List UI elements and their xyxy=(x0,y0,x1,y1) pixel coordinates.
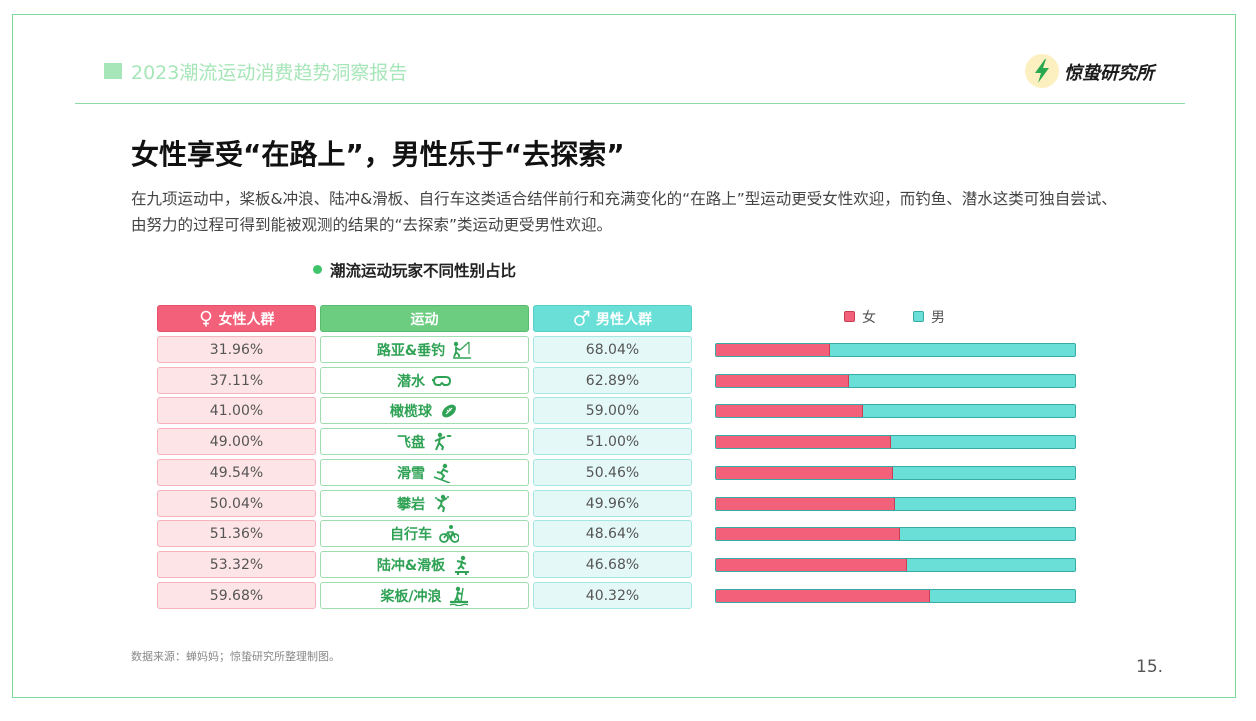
female-share-label: 49.54% xyxy=(157,459,316,486)
male-share-bar xyxy=(715,558,1076,572)
page-number: 15. xyxy=(1136,657,1164,677)
male-share-label: 49.96% xyxy=(533,490,692,517)
sport-name: 橄榄球 xyxy=(390,403,432,420)
sport-category-label: 桨板/冲浪 xyxy=(320,582,529,609)
female-column-header: 女性人群 xyxy=(157,305,316,332)
male-share-label: 62.89% xyxy=(533,367,692,394)
female-share-bar xyxy=(716,559,907,571)
rugby-ball-icon xyxy=(439,401,459,421)
source-note: 数据来源：蝉妈妈；惊蛰研究所整理制图。 xyxy=(131,650,340,663)
female-share-label: 59.68% xyxy=(157,582,316,609)
male-column-header: 男性人群 xyxy=(533,305,692,332)
slide-frame xyxy=(12,14,1236,698)
male-share-label: 59.00% xyxy=(533,397,692,424)
brand-name: 惊蛰研究所 xyxy=(1064,63,1154,84)
female-share-bar xyxy=(716,405,863,417)
male-share-label: 40.32% xyxy=(533,582,692,609)
female-share-bar xyxy=(716,344,831,356)
sport-category-label: 攀岩 xyxy=(320,490,529,517)
paddleboard-icon xyxy=(449,586,469,606)
female-share-bar xyxy=(716,498,896,510)
male-column-header-label: 男性人群 xyxy=(596,311,652,328)
sport-name: 滑雪 xyxy=(397,465,425,482)
male-share-label: 48.64% xyxy=(533,520,692,547)
female-share-bar xyxy=(716,436,892,448)
male-share-bar xyxy=(715,527,1076,541)
sport-column-header: 运动 xyxy=(320,305,529,332)
male-share-bar xyxy=(715,435,1076,449)
male-share-label: 68.04% xyxy=(533,336,692,363)
chart-title: 潮流运动玩家不同性别占比 xyxy=(330,262,517,280)
female-share-bar xyxy=(716,528,900,540)
female-share-bar xyxy=(716,467,894,479)
female-share-label: 31.96% xyxy=(157,336,316,363)
sport-category-label: 自行车 xyxy=(320,520,529,547)
male-share-label: 51.00% xyxy=(533,428,692,455)
female-column-header-label: 女性人群 xyxy=(218,311,275,328)
report-title: 2023潮流运动消费趋势洞察报告 xyxy=(131,62,408,84)
skateboard-icon xyxy=(452,555,472,575)
male-share-bar xyxy=(715,374,1076,388)
sport-category-label: 潜水 xyxy=(320,367,529,394)
female-share-label: 49.00% xyxy=(157,428,316,455)
climbing-icon xyxy=(432,494,452,514)
sport-category-label: 陆冲&滑板 xyxy=(320,551,529,578)
sport-name: 飞盘 xyxy=(397,434,425,451)
legend-female-label: 女 xyxy=(862,310,876,326)
sport-name: 自行车 xyxy=(390,526,432,543)
fishing-icon xyxy=(452,340,472,360)
sport-column-header-label: 运动 xyxy=(410,311,439,328)
female-share-label: 50.04% xyxy=(157,490,316,517)
sport-name: 路亚&垂钓 xyxy=(376,342,446,359)
header-divider xyxy=(75,103,1185,104)
female-share-bar xyxy=(716,590,930,602)
female-share-label: 53.32% xyxy=(157,551,316,578)
diving-mask-icon xyxy=(432,371,452,391)
male-share-label: 46.68% xyxy=(533,551,692,578)
sport-name: 陆冲&滑板 xyxy=(376,557,446,574)
sport-name: 攀岩 xyxy=(397,496,425,513)
sport-category-label: 滑雪 xyxy=(320,459,529,486)
sport-name: 桨板/冲浪 xyxy=(380,588,442,605)
legend-female-swatch xyxy=(844,311,855,322)
male-symbol-icon xyxy=(573,310,590,327)
legend-male-swatch xyxy=(913,311,924,322)
intro-paragraph: 在九项运动中，桨板&冲浪、陆冲&滑板、自行车这类适合结伴前行和充满变化的“在路上… xyxy=(131,190,1117,234)
bicycle-icon xyxy=(439,524,459,544)
male-share-bar xyxy=(715,497,1076,511)
sport-category-label: 飞盘 xyxy=(320,428,529,455)
male-share-label: 50.46% xyxy=(533,459,692,486)
legend-male-label: 男 xyxy=(931,310,945,326)
male-share-bar xyxy=(715,589,1076,603)
male-share-bar xyxy=(715,466,1076,480)
female-share-label: 37.11% xyxy=(157,367,316,394)
frisbee-icon xyxy=(432,432,452,452)
male-share-bar xyxy=(715,343,1076,357)
female-symbol-icon xyxy=(199,310,213,327)
skiing-icon xyxy=(432,463,452,483)
female-share-bar xyxy=(716,375,849,387)
sport-category-label: 橄榄球 xyxy=(320,397,529,424)
header-marker xyxy=(104,63,122,79)
page-headline: 女性享受“在路上”，男性乐于“去探索” xyxy=(131,138,625,171)
sport-name: 潜水 xyxy=(397,373,425,390)
sport-category-label: 路亚&垂钓 xyxy=(320,336,529,363)
male-share-bar xyxy=(715,404,1076,418)
female-share-label: 41.00% xyxy=(157,397,316,424)
lightning-logo-icon xyxy=(1025,54,1059,88)
female-share-label: 51.36% xyxy=(157,520,316,547)
chart-title-dot xyxy=(313,265,322,274)
